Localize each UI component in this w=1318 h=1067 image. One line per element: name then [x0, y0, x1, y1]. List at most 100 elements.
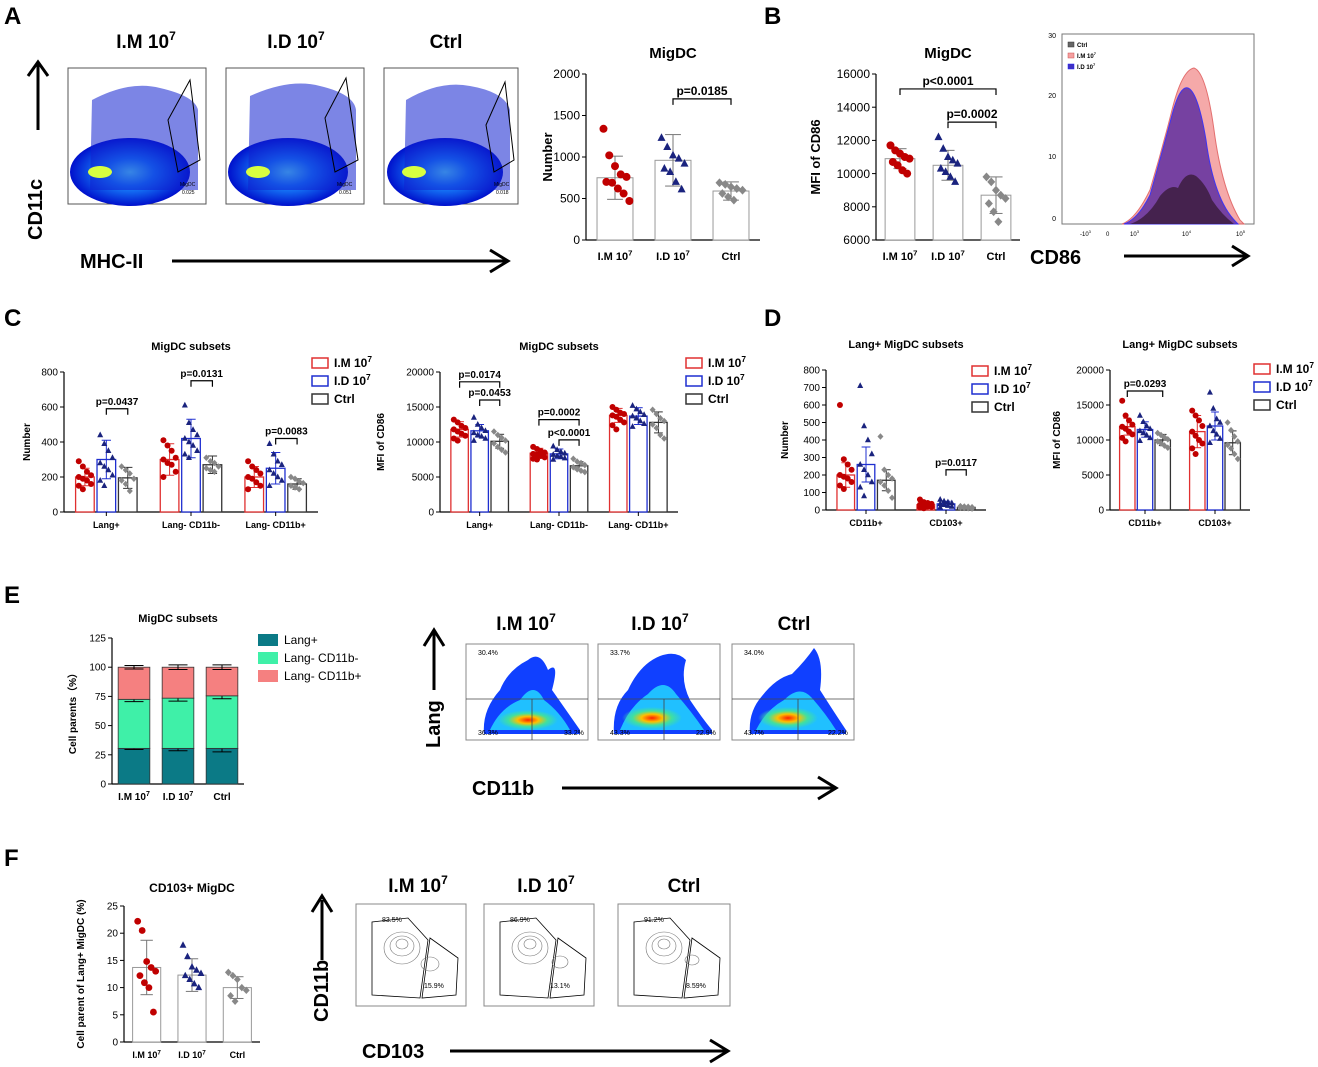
flow-f-contour-a1: [383, 931, 421, 965]
chart-c2-point-0-1-7: [482, 435, 489, 441]
chart-a-point-2-3: [732, 184, 741, 193]
chart-d1-point-1-1-5: [941, 501, 948, 507]
chart-c1-point-2-0-3: [257, 470, 264, 477]
chart-d2-point-1-2-2: [1231, 433, 1238, 440]
chart-d2-legend-swatch-0: [1253, 363, 1271, 375]
chart-a-ytick-0: 0: [573, 233, 580, 247]
chart-d1-ytick-7: 700: [803, 383, 820, 394]
flow-a-gate-value-3: 0.018: [496, 190, 509, 196]
chart-c2-point-2-2-1: [653, 410, 660, 418]
chart-c1-ytick-2: 400: [41, 438, 58, 449]
chart-c1-point-0-2-6: [126, 487, 133, 495]
chart-d1-ytick-4: 400: [803, 436, 820, 447]
chart-d2-point-0-2-4: [1154, 438, 1161, 445]
chart-c1-point-1-1-0: [181, 401, 188, 408]
chart-c1-point-1-1-4: [181, 435, 188, 441]
chart-d2-point-1-2-7: [1234, 455, 1241, 463]
chart-d1-point-0-2-2: [885, 471, 892, 479]
chart-c2-point-0-0-7: [462, 432, 469, 439]
chart-d1-point-1-0-9: [920, 505, 927, 512]
chart-d1-point-0-1-2: [864, 436, 871, 443]
panel-letter-e: E: [4, 582, 20, 609]
chart-a-point-0-1: [605, 151, 614, 160]
chart-d1-xlabel-1: CD103+: [929, 518, 962, 528]
chart-f-point-1-6: [186, 975, 194, 982]
chart-c1-ytick-3: 600: [41, 403, 58, 414]
chart-a-point-0-7: [613, 184, 622, 193]
chart-c1-xlabel-2: Lang- CD11b+: [246, 520, 306, 530]
chart-e-legend-swatch-1: [258, 652, 278, 664]
flow-a-y-arrowhead-icon: [26, 59, 50, 77]
flow-a-core-2: [246, 166, 270, 178]
chart-d2-point-0-1-7: [1147, 434, 1154, 441]
flow-f-y-label: CD11b: [311, 960, 333, 1022]
chart-f-point-2-1: [229, 971, 237, 980]
chart-c2-point-2-0-9: [613, 426, 620, 433]
chart-b-ytick-2: 10000: [837, 167, 871, 181]
chart-c2-point-0-1-5: [474, 431, 481, 438]
chart-d2-point-0-1-4: [1136, 427, 1143, 434]
chart-d2-ytick-4: 20000: [1076, 366, 1104, 377]
chart-e-title: MigDC subsets: [138, 613, 217, 625]
chart-b-point-1-8: [951, 177, 960, 185]
chart-a-point-1-5: [660, 164, 669, 172]
chart-d2-point-0-0-3: [1129, 421, 1136, 428]
chart-c2-ytick-4: 20000: [406, 368, 434, 379]
chart-c1-point-0-0-3: [88, 472, 95, 479]
chart-c1-point-2-1-6: [274, 473, 281, 480]
chart-c1-point-0-1-6: [105, 466, 112, 473]
chart-e-segment-1-1: [161, 697, 195, 749]
chart-c1-comparison-2-label: p=0.0083: [265, 427, 308, 438]
chart-d2-point-1-1-3: [1217, 419, 1224, 425]
chart-c1-ytick-4: 800: [41, 368, 58, 379]
chart-b-point-0-8: [903, 169, 912, 178]
chart-f-point-1-1: [184, 952, 191, 960]
chart-d2-point-0-0-2: [1125, 417, 1132, 424]
chart-c1-comparison-2-bracket: [275, 437, 298, 445]
chart-d2-point-1-0-1: [1192, 412, 1199, 419]
chart-e-segment-1-2: [161, 666, 195, 699]
chart-c1-point-2-1-0: [266, 440, 273, 446]
chart-c1-ytick-0: 0: [52, 508, 58, 519]
chart-c2-point-2-2-6: [657, 431, 664, 439]
chart-c2-point-0-2-0: [490, 428, 497, 435]
chart-f-ylabel: Cell parent of Lang+ MigDC (%): [76, 899, 87, 1048]
chart-d2-comparison-0-bracket: [1126, 390, 1164, 397]
chart-c1-point-2-0-8: [245, 486, 252, 493]
chart-c1-point-1-1-8: [181, 450, 188, 457]
chart-d1-point-0-0-8: [836, 482, 843, 489]
chart-b-point-1-0: [934, 132, 943, 141]
chart-d2-legend-swatch-2: [1253, 399, 1271, 411]
chart-e-ytick-4: 100: [89, 663, 106, 674]
flow-f-x-label: CD103: [362, 1041, 424, 1063]
chart-d2-comparison-0-label: p=0.0293: [1124, 379, 1167, 390]
flow-a-x-arrowhead-icon: [489, 248, 511, 274]
chart-c1-point-0-0-7: [88, 481, 95, 487]
chart-d2-point-0-1-1: [1140, 418, 1147, 425]
flow-e-title-1: I.M 107: [496, 611, 556, 635]
chart-e-legend-swatch-2: [258, 670, 278, 682]
chart-d2-title: Lang+ MigDC subsets: [1122, 339, 1237, 351]
flow-f-title-1: I.M 107: [388, 873, 448, 897]
chart-c2-point-2-0-7: [621, 419, 628, 426]
chart-c1-ytick-1: 200: [41, 473, 58, 484]
flow-e-x-arrowhead-icon: [817, 775, 839, 801]
chart-d1-point-0-1-4: [857, 461, 864, 467]
chart-c2-point-1-1-0: [550, 442, 557, 449]
flow-a-gate-label-2: MigDC: [337, 182, 353, 188]
flow-f-contour-b1: [389, 935, 415, 957]
chart-c2-point-1-1-3: [561, 449, 568, 456]
chart-b-ytick-0: 6000: [843, 233, 870, 247]
chart-e-legend-label-1: Lang- CD11b-: [284, 651, 358, 665]
chart-c1-legend-swatch-2: [311, 393, 329, 405]
chart-c-subsets-mfi: 0 5000 10000 15000 20000 MigDC subsets MFI of …: [376, 341, 746, 530]
chart-c2-legend-swatch-1: [685, 375, 703, 387]
chart-b-point-1-7: [946, 172, 955, 180]
chart-c1-point-1-2-3: [215, 463, 222, 470]
flow-f-gate-b-2: 13.1%: [550, 983, 570, 990]
chart-c2-point-2-1-8: [629, 423, 636, 429]
chart-c2-point-2-1-6: [637, 417, 644, 424]
chart-c2-point-1-2-0: [570, 455, 577, 463]
hist-b-xtick-5: 105: [1236, 229, 1246, 238]
chart-d1-ylabel: Number: [780, 421, 791, 459]
